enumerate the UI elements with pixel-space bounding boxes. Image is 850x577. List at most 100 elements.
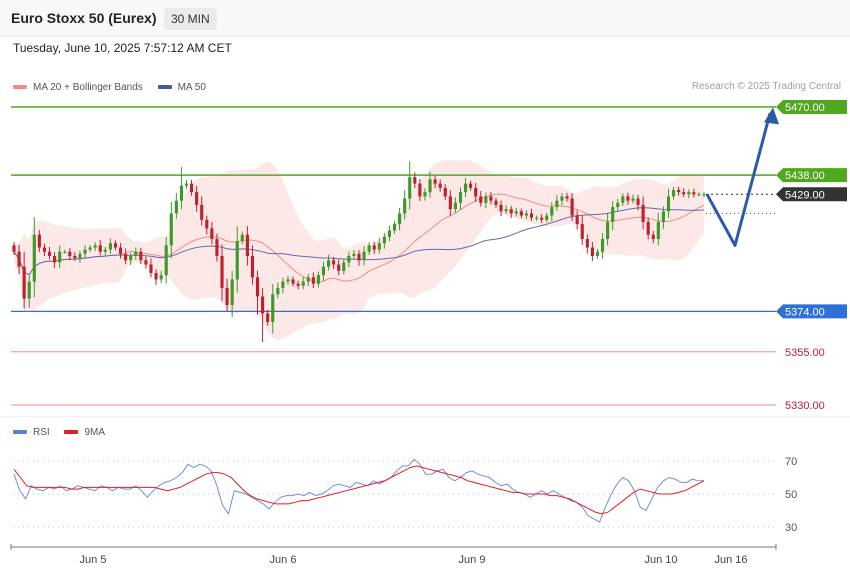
candle-body xyxy=(489,196,493,201)
candle-body xyxy=(514,211,518,214)
candles xyxy=(12,161,706,343)
candle-body xyxy=(200,204,204,220)
legend-item-9ma: 9MA xyxy=(64,427,105,438)
timeframe-badge[interactable]: 30 MIN xyxy=(164,8,217,30)
candle-body xyxy=(661,211,665,222)
candle-body xyxy=(93,245,97,248)
candle-body xyxy=(626,196,630,201)
candle-body xyxy=(458,192,463,203)
candle-body xyxy=(362,251,366,261)
candle-body xyxy=(22,266,26,299)
legend-swatch xyxy=(13,430,27,434)
candle-body xyxy=(641,204,645,222)
rsi-pane xyxy=(0,416,850,577)
candle-body xyxy=(129,256,133,261)
candle-body xyxy=(469,183,473,188)
price-level-label: 5470.00 xyxy=(785,102,825,114)
candle-body xyxy=(235,241,239,280)
candle-body xyxy=(58,251,62,263)
candle-body xyxy=(291,279,295,284)
candle-body xyxy=(636,198,640,205)
candle-body xyxy=(321,266,326,276)
forecast-arrow xyxy=(705,107,779,247)
chart-title: Euro Stoxx 50 (Eurex) xyxy=(11,10,157,26)
candle-body xyxy=(88,247,92,250)
candle-body xyxy=(443,187,447,197)
candle-body xyxy=(311,277,315,284)
candle-body xyxy=(616,202,620,208)
candle-body xyxy=(398,213,402,225)
candle-body xyxy=(144,260,148,265)
candle-body xyxy=(600,238,605,252)
x-tick-label: Jun 16 xyxy=(714,554,747,566)
rsi-9ma-line xyxy=(13,465,705,515)
candle-body xyxy=(392,224,397,231)
candle-body xyxy=(37,234,41,248)
forecast-arrowhead xyxy=(764,107,779,125)
chart-datetime: Tuesday, June 10, 2025 7:57:12 AM CET xyxy=(13,41,232,55)
candle-body xyxy=(169,213,173,246)
candle-body xyxy=(347,256,351,263)
candle-body xyxy=(453,202,457,210)
candle-body xyxy=(134,251,138,256)
candle-body xyxy=(357,253,361,261)
candle-body xyxy=(352,253,356,256)
x-tick-label: Jun 10 xyxy=(644,554,677,566)
price-level-tag xyxy=(776,100,847,114)
candle-body xyxy=(164,245,168,276)
candle-body xyxy=(403,198,407,214)
price-level-tag xyxy=(776,304,847,319)
candle-body xyxy=(139,251,143,261)
candle-body xyxy=(108,243,112,250)
candle-body xyxy=(195,192,199,205)
candle-body xyxy=(585,238,589,248)
legend-swatch xyxy=(13,85,27,89)
candle-body xyxy=(225,287,229,305)
candle-body xyxy=(433,179,437,184)
candle-body xyxy=(418,183,422,197)
legend-label: MA 50 xyxy=(177,81,206,93)
candle-body xyxy=(78,253,82,259)
candle-body xyxy=(671,190,676,197)
forecast-path xyxy=(705,113,772,247)
candle-body xyxy=(535,217,539,219)
candle-body xyxy=(438,183,442,188)
candle-body xyxy=(377,243,381,250)
candle-body xyxy=(159,275,163,280)
price-level-label: 5355.00 xyxy=(785,347,825,359)
price-level-tag xyxy=(776,187,847,202)
legend-item-ma20: MA 20 + Bollinger Bands xyxy=(13,82,143,93)
candle-body xyxy=(408,177,412,199)
candle-body xyxy=(17,251,21,267)
candle-body xyxy=(702,194,706,196)
candle-body xyxy=(367,245,371,252)
candle-body xyxy=(27,281,31,299)
candle-body xyxy=(540,217,544,220)
rsi-legend: RSI 9MA xyxy=(13,426,117,438)
price-level-label: 5438.00 xyxy=(785,170,825,182)
candle-body xyxy=(519,211,523,216)
candle-body xyxy=(215,238,219,256)
chart-header: Euro Stoxx 50 (Eurex) 30 MIN xyxy=(0,0,850,37)
candle-body xyxy=(281,281,285,288)
candle-body xyxy=(286,279,290,282)
candle-body xyxy=(184,183,189,186)
candle-body xyxy=(580,224,584,239)
legend-label: 9MA xyxy=(84,426,106,438)
candle-body xyxy=(266,313,270,322)
candle-body xyxy=(499,204,503,212)
candle-body xyxy=(504,209,508,212)
rsi-tick-label: 70 xyxy=(785,456,797,468)
candle-body xyxy=(118,247,123,254)
candle-body xyxy=(494,200,498,205)
candle-body xyxy=(174,200,178,214)
bollinger-band-area xyxy=(14,159,704,341)
candle-body xyxy=(595,251,600,256)
price-level-label: 5330.00 xyxy=(785,400,825,412)
candle-body xyxy=(697,194,701,196)
candle-body xyxy=(245,234,249,256)
x-tick-label: Jun 6 xyxy=(270,554,297,566)
candle-body xyxy=(387,230,392,237)
candle-body xyxy=(524,213,528,216)
